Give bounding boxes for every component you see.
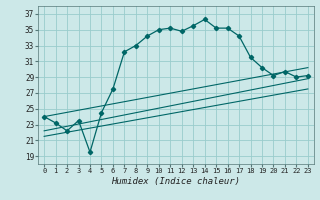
X-axis label: Humidex (Indice chaleur): Humidex (Indice chaleur) [111, 177, 241, 186]
